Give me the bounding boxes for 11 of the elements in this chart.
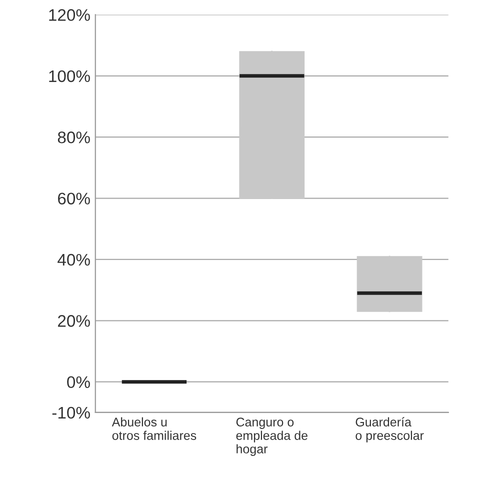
x-tick-label: Canguro o empleada de hogar [236,418,308,456]
x-tick-label: Guardería o preescolar [356,417,424,442]
y-tick-label: 100% [49,70,90,82]
x-tick-label: Abuelos u otros familiares [112,417,196,440]
y-tick-label: 40% [58,254,90,266]
y-tick-label: 60% [58,192,90,204]
y-tick-label: 20% [58,315,90,327]
y-tick-label: -10% [52,406,90,419]
y-tick-label: 80% [58,132,90,144]
y-tick-label: 120% [49,9,90,21]
y-tick-label: 0% [67,376,90,388]
